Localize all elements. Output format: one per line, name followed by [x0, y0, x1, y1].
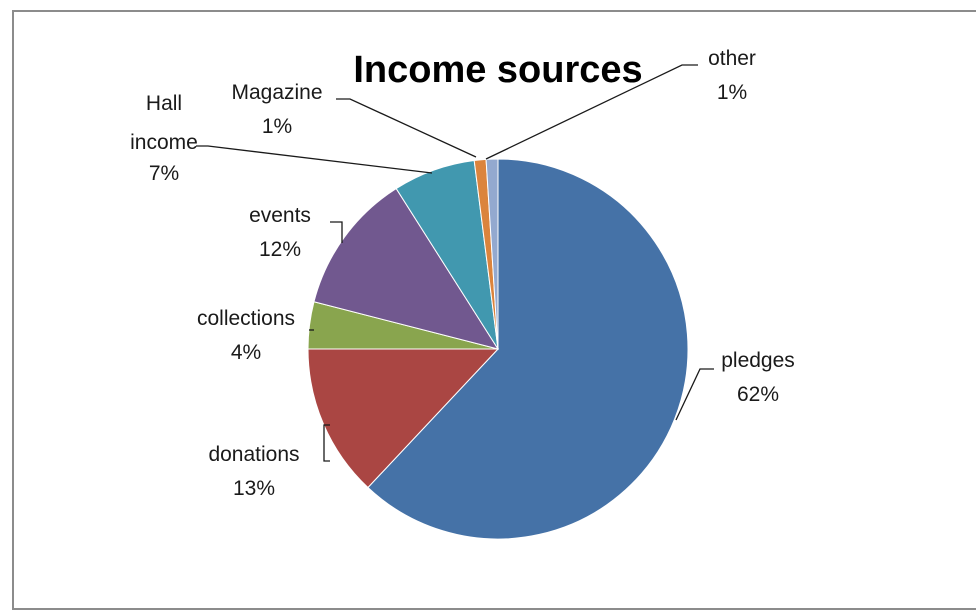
pie-slice-pledges — [367, 158, 689, 540]
value-label-hall-income: 7% — [149, 162, 179, 185]
value-label-magazine: 1% — [262, 115, 292, 138]
pie-slices — [307, 158, 689, 540]
value-label-collections: 4% — [231, 341, 261, 364]
leader-line-other — [485, 64, 698, 160]
category-label-collections: collections — [197, 307, 295, 330]
category-label-events: events — [249, 204, 311, 227]
leader-line-events — [330, 221, 343, 243]
chart-title: Income sources — [353, 49, 642, 91]
pie-slice-events — [313, 187, 500, 350]
data-labels: pledges 62% donations 13% collections 4% event… — [130, 47, 795, 500]
category-label-pledges: pledges — [721, 349, 795, 372]
leader-line-magazine — [336, 98, 477, 158]
category-label-hall-income: Hall income — [130, 92, 198, 154]
category-label-magazine: Magazine — [231, 81, 322, 104]
value-label-events: 12% — [259, 238, 301, 261]
category-label-donations: donations — [208, 443, 299, 466]
value-label-other: 1% — [717, 81, 747, 104]
value-label-pledges: 62% — [737, 383, 779, 406]
leader-lines — [196, 64, 714, 462]
value-label-donations: 13% — [233, 477, 275, 500]
leader-line-donations — [323, 424, 330, 462]
leader-line-hall-income — [196, 145, 433, 174]
category-label-other: other — [708, 47, 756, 70]
pie-slice-other — [485, 158, 499, 350]
leader-line-pledges — [675, 368, 714, 421]
pie-chart: Income sources pledges 62% donations 13% col… — [130, 47, 795, 540]
